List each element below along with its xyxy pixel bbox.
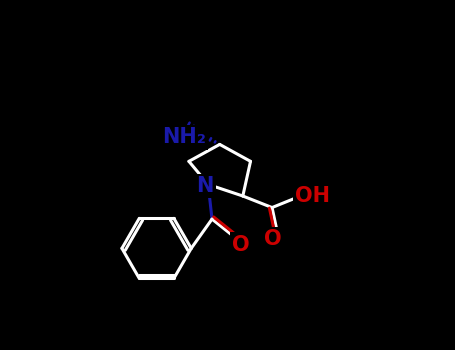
Text: OH: OH — [295, 186, 330, 206]
Text: N: N — [197, 176, 214, 196]
Text: O: O — [264, 229, 282, 249]
Text: O: O — [233, 234, 250, 254]
Text: NH₂: NH₂ — [162, 127, 206, 147]
